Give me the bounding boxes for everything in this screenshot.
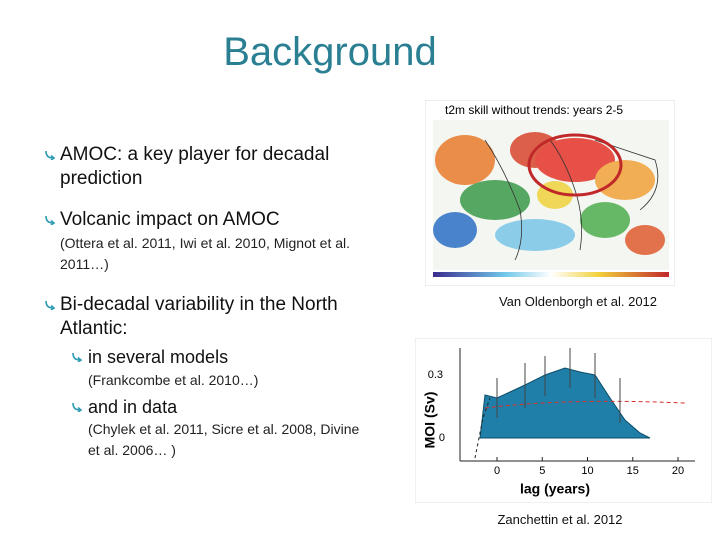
x-tick-label: 5 xyxy=(539,465,545,477)
slide-title: Background xyxy=(223,30,437,74)
bullet-icon xyxy=(72,352,83,362)
bullet-icon xyxy=(72,402,83,412)
bullet-icon xyxy=(45,150,56,160)
bullet: Volcanic impact on AMOC xyxy=(60,209,280,230)
significance-line xyxy=(484,400,686,409)
y-axis-label: MOI (Sv) xyxy=(422,392,438,449)
colorbar xyxy=(433,272,669,277)
sub-bullet-note: (Chylek et al. 2011, Sicre et al. 2008, … xyxy=(88,421,360,458)
bullet: Bi-decadal variability in the North Atla… xyxy=(60,294,338,339)
highlight-circle xyxy=(527,133,623,197)
x-tick-label: 0 xyxy=(494,465,500,477)
bullet-icon xyxy=(45,215,56,225)
sub-bullet-note: (Frankcombe et al. 2010…) xyxy=(88,372,259,388)
map-title: t2m skill without trends: years 2-5 xyxy=(445,103,623,117)
x-tick-label: 10 xyxy=(581,465,593,477)
sub-bullet: and in data xyxy=(88,397,178,417)
x-tick-label: 20 xyxy=(672,465,684,477)
x-tick-label: 15 xyxy=(627,465,639,477)
sub-bullet: in several models xyxy=(88,347,229,367)
lead-line xyxy=(474,397,491,459)
bullet: AMOC: a key player for decadal predictio… xyxy=(60,144,330,189)
figure-caption: Van Oldenborgh et al. 2012 xyxy=(498,294,658,309)
figure-caption: Zanchettin et al. 2012 xyxy=(497,512,623,527)
bullet-note: (Ottera et al. 2011, Iwi et al. 2010, Mi… xyxy=(60,235,351,272)
y-tick-label: 0 xyxy=(439,432,445,444)
error-bars xyxy=(496,348,621,423)
bullet-icon xyxy=(45,300,56,310)
x-axis-label: lag (years) xyxy=(520,481,590,497)
moi-area xyxy=(479,367,651,439)
moi-figure: 0.3 0 MOI (Sv) lag (years) 0 5 10 15 20 xyxy=(415,338,712,503)
y-tick-label: 0.3 xyxy=(428,369,443,381)
map-figure: t2m skill without trends: years 2-5 xyxy=(425,100,675,286)
